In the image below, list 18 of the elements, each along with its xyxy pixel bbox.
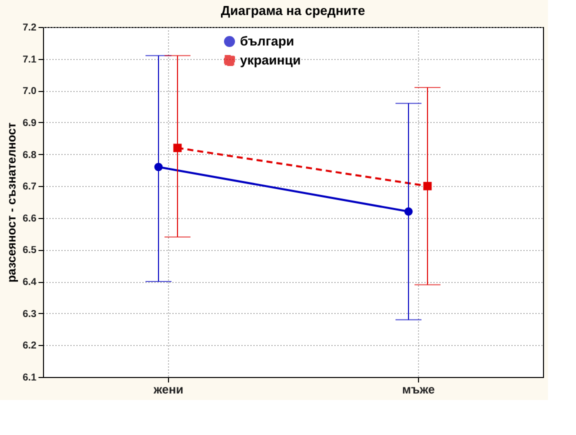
y-tick-label: 7.2 (22, 22, 37, 34)
y-tick-label: 6.8 (22, 150, 37, 161)
y-tick-label: 6.9 (22, 118, 37, 129)
y-tick-label: 6.6 (22, 213, 37, 224)
y-tick-label: 6.3 (22, 308, 37, 320)
y-tick-label: 6.1 (22, 372, 37, 384)
chart-title: Диаграма на средните (220, 3, 366, 18)
x-tick-label: жени (152, 382, 184, 396)
legend-label: украинци (240, 52, 301, 68)
y-tick-label: 7.0 (22, 86, 37, 98)
x-tick-label: мъже (402, 382, 436, 396)
y-axis-title: разсеяност - съзнателност (4, 122, 19, 283)
y-tick-label: 6.4 (22, 277, 37, 288)
y-tick-label: 6.7 (22, 182, 37, 193)
y-tick-label: 6.5 (22, 245, 37, 256)
y-tick-label: 7.1 (22, 54, 37, 66)
legend-label: българи (240, 34, 294, 48)
y-tick-label: 6.2 (22, 340, 37, 352)
